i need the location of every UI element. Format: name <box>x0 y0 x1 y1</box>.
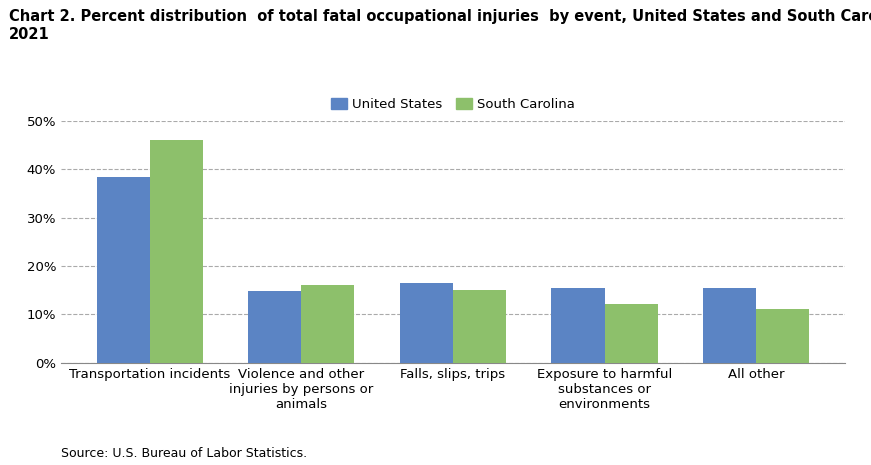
Bar <box>756 309 809 363</box>
Bar <box>551 288 604 363</box>
Legend: United States, South Carolina: United States, South Carolina <box>326 93 580 116</box>
Bar <box>97 178 150 363</box>
Text: Chart 2. Percent distribution  of total fatal occupational injuries  by event, U: Chart 2. Percent distribution of total f… <box>9 9 871 42</box>
Bar <box>703 288 756 363</box>
Bar <box>400 283 453 363</box>
Bar <box>248 291 301 363</box>
Text: Source: U.S. Bureau of Labor Statistics.: Source: U.S. Bureau of Labor Statistics. <box>61 447 307 460</box>
Bar <box>150 140 203 363</box>
Bar <box>604 304 658 363</box>
Bar <box>301 285 354 363</box>
Bar <box>453 290 506 363</box>
